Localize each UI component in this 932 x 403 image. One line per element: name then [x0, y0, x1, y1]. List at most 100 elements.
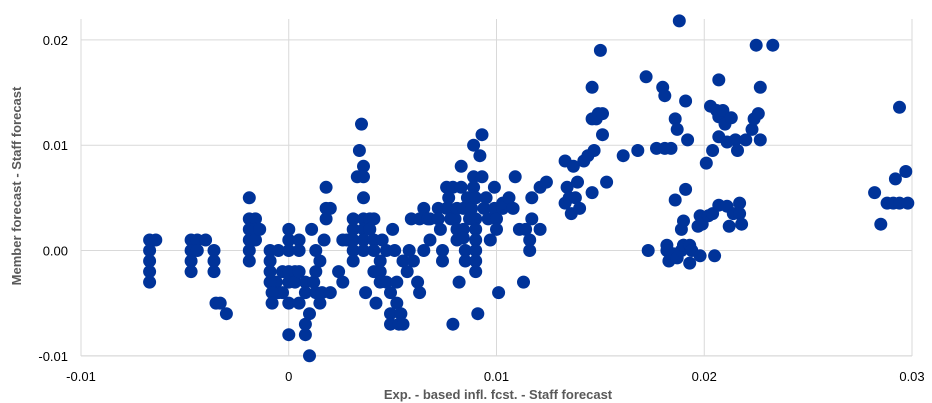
- y-tick-label: 0.01: [43, 138, 68, 153]
- data-point: [533, 222, 547, 236]
- data-point: [265, 286, 279, 300]
- data-point: [477, 201, 491, 215]
- data-point: [357, 159, 370, 173]
- data-point: [473, 149, 487, 163]
- data-point: [319, 180, 333, 194]
- data-point: [373, 254, 387, 268]
- data-point: [566, 159, 580, 173]
- data-point: [668, 112, 682, 126]
- data-point: [355, 117, 368, 131]
- data-point: [523, 233, 537, 247]
- data-point: [346, 222, 360, 236]
- data-point: [282, 222, 296, 236]
- data-point: [207, 265, 221, 279]
- data-point: [475, 170, 489, 184]
- data-point: [448, 212, 462, 226]
- data-point: [596, 128, 609, 142]
- data-point: [292, 296, 306, 310]
- data-point: [184, 265, 198, 279]
- data-point: [213, 296, 227, 310]
- data-point: [519, 222, 533, 236]
- data-point: [276, 286, 289, 300]
- data-point: [668, 193, 682, 207]
- data-point: [446, 317, 460, 331]
- data-point: [298, 286, 312, 300]
- data-point: [467, 180, 481, 194]
- data-point: [641, 244, 655, 257]
- y-tick-label: 0.00: [43, 244, 68, 259]
- data-point: [149, 233, 163, 247]
- data-point: [242, 191, 256, 205]
- data-point: [502, 191, 516, 205]
- data-point: [469, 244, 483, 257]
- data-point: [298, 317, 312, 331]
- data-point: [560, 180, 574, 194]
- data-point: [523, 244, 537, 257]
- data-point: [309, 265, 323, 279]
- data-point: [596, 107, 609, 121]
- data-point: [677, 214, 690, 228]
- data-point: [313, 296, 327, 310]
- data-point: [469, 254, 483, 268]
- data-point: [423, 233, 437, 247]
- data-point: [369, 296, 383, 310]
- data-point: [490, 212, 503, 226]
- y-tick-label: -0.01: [38, 349, 68, 364]
- data-point: [874, 217, 888, 231]
- data-point: [359, 286, 373, 300]
- data-point: [751, 107, 765, 121]
- data-point: [639, 70, 653, 84]
- data-point: [288, 275, 302, 289]
- data-point: [436, 244, 449, 257]
- data-point: [683, 256, 697, 270]
- data-point: [693, 249, 707, 263]
- data-point: [249, 233, 262, 247]
- x-tick-label: 0.01: [484, 369, 509, 384]
- data-point: [298, 328, 312, 342]
- data-point: [442, 191, 456, 205]
- data-point: [363, 222, 377, 236]
- data-point: [263, 265, 277, 279]
- data-point: [219, 307, 233, 321]
- data-point: [357, 244, 370, 257]
- data-point: [367, 244, 381, 257]
- tick-labels: -0.01 0 0.01 0.02 0.03 -0.01 0.00 0.01 0.02: [38, 33, 924, 384]
- data-point: [469, 233, 483, 247]
- data-point: [508, 170, 522, 184]
- data-point: [207, 244, 221, 257]
- data-point: [753, 80, 767, 94]
- data-point: [539, 175, 553, 189]
- data-point: [346, 212, 360, 226]
- data-point: [303, 307, 316, 321]
- data-point: [271, 244, 285, 257]
- data-point: [901, 196, 915, 210]
- data-point: [143, 254, 157, 268]
- data-point: [319, 212, 333, 226]
- data-point: [454, 159, 468, 173]
- data-point: [467, 138, 481, 152]
- data-point: [265, 296, 279, 310]
- data-point: [292, 244, 306, 257]
- data-point: [436, 254, 449, 268]
- data-point: [893, 100, 906, 114]
- data-point: [593, 43, 607, 57]
- data-point: [733, 196, 747, 210]
- data-point: [733, 207, 747, 221]
- data-point: [396, 317, 410, 331]
- data-point: [394, 307, 408, 321]
- data-point: [323, 201, 337, 215]
- data-point: [357, 170, 370, 184]
- data-point: [487, 180, 501, 194]
- data-point: [600, 175, 614, 189]
- data-point: [766, 38, 780, 52]
- data-point: [712, 73, 726, 87]
- data-point: [458, 254, 472, 268]
- data-point: [384, 307, 397, 321]
- data-point: [317, 233, 331, 247]
- data-point: [728, 133, 742, 147]
- data-point: [571, 175, 584, 189]
- data-point: [899, 165, 913, 178]
- data-point: [525, 212, 539, 226]
- data-point: [616, 149, 630, 163]
- data-point: [346, 244, 360, 257]
